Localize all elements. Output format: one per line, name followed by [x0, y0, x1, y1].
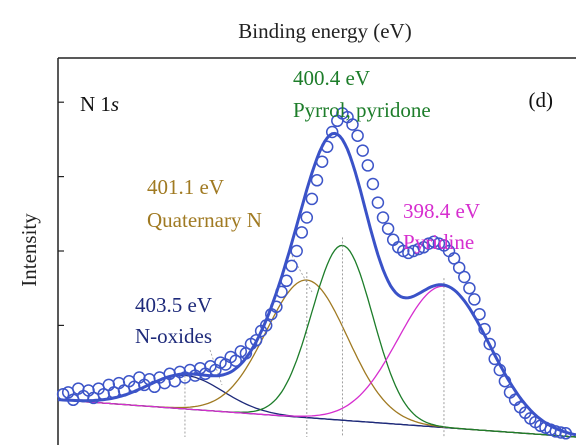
data-point — [381, 222, 395, 235]
data-point — [325, 125, 339, 139]
core-level-orbital: s — [111, 92, 119, 116]
pyridinic-energy-label: 398.4 eV — [403, 199, 480, 223]
data-point — [102, 378, 116, 392]
plot-layer — [56, 107, 576, 440]
data-point — [488, 352, 501, 366]
plot-frame — [57, 57, 576, 445]
data-point — [310, 174, 324, 187]
data-point — [285, 259, 298, 273]
data-point — [498, 374, 512, 388]
top-axis-label: Binding energy (eV) — [238, 19, 411, 43]
data-point — [249, 334, 263, 347]
data-point — [366, 177, 380, 191]
quaternary-name-label: Quaternary N — [147, 208, 262, 232]
n-oxides-energy-label: 403.5 eV — [135, 293, 212, 317]
data-point — [270, 300, 283, 314]
data-point — [493, 363, 507, 377]
data-point — [371, 196, 385, 209]
panel-label: (d) — [529, 88, 554, 112]
quaternary-energy-label: 401.1 eV — [147, 175, 224, 199]
data-point — [554, 426, 568, 439]
n-oxides-name-label: N-oxides — [135, 324, 212, 348]
data-point — [315, 155, 329, 168]
data-point — [356, 144, 369, 157]
data-point — [478, 322, 491, 336]
data-point — [463, 281, 476, 295]
data-point — [447, 252, 461, 265]
data-point — [239, 347, 253, 360]
data-point — [559, 427, 573, 440]
data-point — [432, 237, 446, 250]
data-point — [229, 354, 242, 367]
data-point — [483, 337, 496, 351]
data-point — [275, 285, 288, 299]
pyridinic-name-label: Pyridine — [403, 230, 474, 254]
data-point — [361, 159, 375, 172]
data-point — [376, 211, 390, 224]
data-point — [458, 270, 471, 284]
data-point — [259, 319, 273, 332]
data-point — [290, 244, 303, 258]
data-point — [305, 192, 319, 206]
data-point — [320, 140, 334, 154]
data-point — [72, 382, 85, 395]
data-point — [452, 261, 466, 274]
data-point — [295, 226, 309, 239]
data-point — [468, 293, 481, 306]
data-point — [300, 211, 314, 224]
y-axis-label: Intensity — [17, 213, 41, 287]
core-level-label: N 1s — [80, 92, 119, 116]
pyrrolic-name-label: Pyrrol, pyridone — [293, 98, 431, 122]
envelope-fit-line — [57, 131, 576, 437]
data-point — [56, 387, 70, 401]
peak-curve-n-oxides — [57, 374, 576, 438]
data-point — [473, 307, 486, 321]
core-level-element: N 1 — [80, 92, 111, 116]
data-point — [386, 233, 400, 247]
data-point — [346, 118, 359, 131]
pyrrolic-energy-label: 400.4 eV — [293, 66, 370, 90]
data-point — [280, 274, 293, 288]
y-axis-ticks — [58, 101, 64, 401]
data-point — [351, 129, 364, 142]
